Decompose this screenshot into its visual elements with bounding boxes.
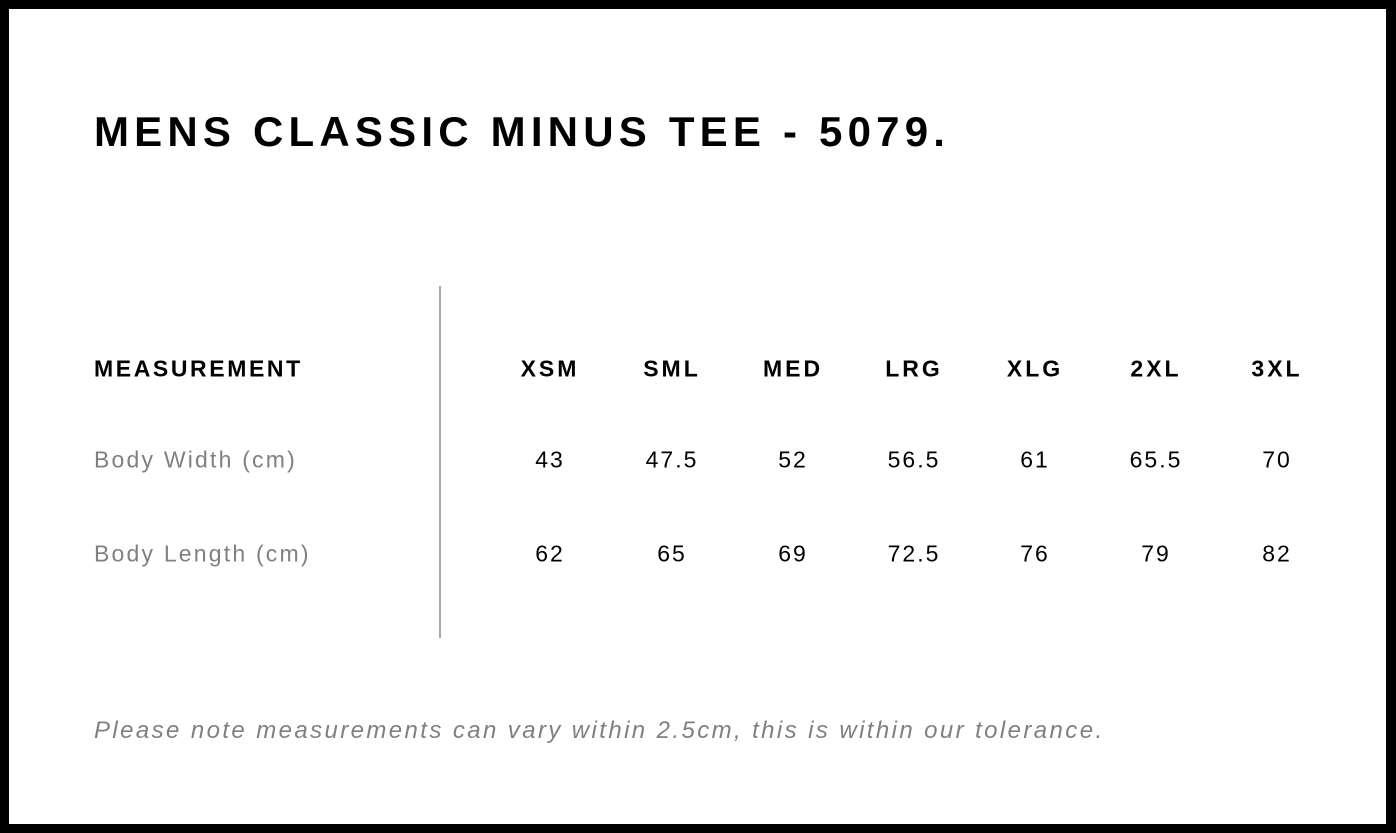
table-cell: 79 xyxy=(1141,540,1171,567)
measurement-header: MEASUREMENT xyxy=(94,355,303,382)
size-header: LRG xyxy=(885,355,943,382)
size-header: 3XL xyxy=(1251,355,1303,382)
tolerance-note: Please note measurements can vary within… xyxy=(94,717,1105,744)
table-cell: 65.5 xyxy=(1129,446,1183,473)
table-cell: 82 xyxy=(1262,540,1292,567)
table-cell: 52 xyxy=(778,446,808,473)
table-cell: 47.5 xyxy=(645,446,699,473)
table-cell: 76 xyxy=(1020,540,1050,567)
table-cell: 62 xyxy=(535,540,565,567)
row-label: Body Length (cm) xyxy=(94,540,311,567)
table-cell: 61 xyxy=(1020,446,1050,473)
size-header: XLG xyxy=(1006,355,1064,382)
row-label: Body Width (cm) xyxy=(94,446,297,473)
table-cell: 65 xyxy=(657,540,687,567)
table-cell: 43 xyxy=(535,446,565,473)
page-title: MENS CLASSIC MINUS TEE - 5079. xyxy=(94,108,951,155)
table-cell: 70 xyxy=(1262,446,1292,473)
size-header: XSM xyxy=(520,355,580,382)
table-cell: 56.5 xyxy=(887,446,941,473)
size-header: 2XL xyxy=(1130,355,1182,382)
table-cell: 69 xyxy=(778,540,808,567)
size-chart-card: MENS CLASSIC MINUS TEE - 5079. MEASUREME… xyxy=(9,9,1386,824)
size-header: SML xyxy=(643,355,701,382)
column-divider xyxy=(439,286,441,638)
size-header: MED xyxy=(762,355,824,382)
table-cell: 72.5 xyxy=(887,540,941,567)
